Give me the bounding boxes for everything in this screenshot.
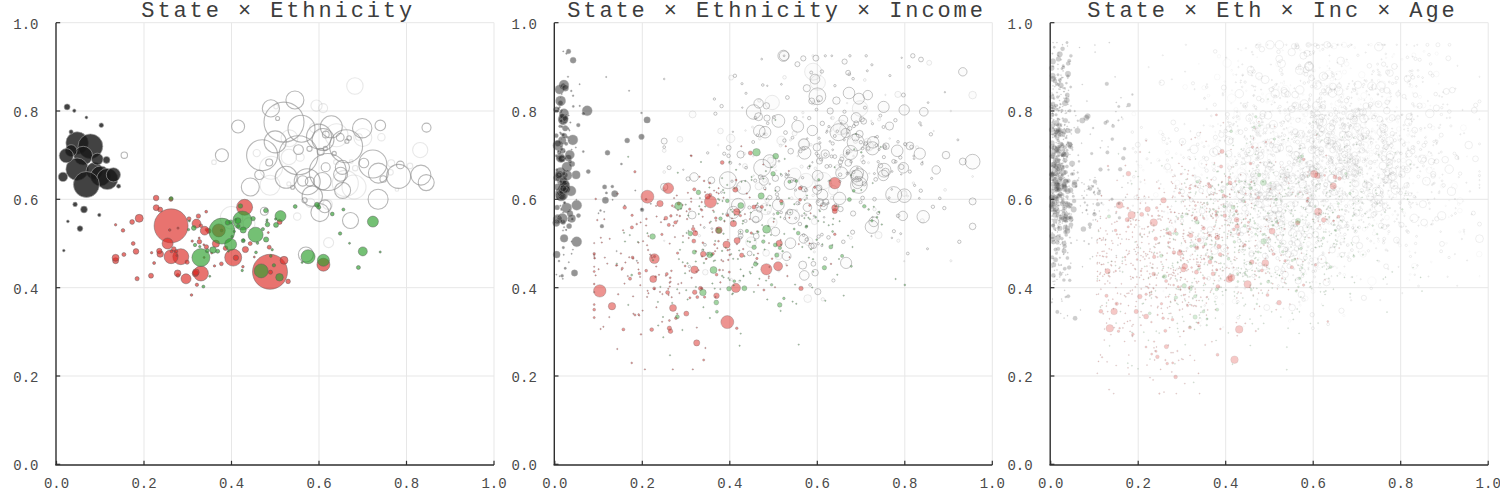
svg-text:0.6: 0.6 [805, 476, 830, 492]
svg-text:0.8: 0.8 [394, 476, 419, 492]
svg-text:1.0: 1.0 [13, 17, 38, 33]
svg-text:State × Ethnicity: State × Ethnicity [141, 0, 415, 24]
svg-text:0.2: 0.2 [131, 476, 156, 492]
svg-text:0.2: 0.2 [13, 370, 38, 386]
svg-text:0.2: 0.2 [1007, 370, 1032, 386]
svg-text:0.0: 0.0 [44, 476, 69, 492]
svg-text:1.0: 1.0 [980, 476, 1005, 492]
svg-text:1.0: 1.0 [481, 476, 506, 492]
svg-text:0.8: 0.8 [13, 105, 38, 121]
svg-text:0.0: 0.0 [512, 458, 537, 474]
svg-text:State × Eth × Inc × Age: State × Eth × Inc × Age [1087, 0, 1457, 24]
svg-text:0.8: 0.8 [512, 105, 537, 121]
svg-text:0.6: 0.6 [13, 193, 38, 209]
svg-text:State × Ethnicity × Income: State × Ethnicity × Income [567, 0, 986, 24]
svg-text:0.2: 0.2 [630, 476, 655, 492]
svg-text:0.2: 0.2 [512, 370, 537, 386]
svg-text:0.0: 0.0 [1038, 476, 1063, 492]
svg-text:0.6: 0.6 [512, 193, 537, 209]
svg-text:0.8: 0.8 [892, 476, 917, 492]
svg-text:0.6: 0.6 [1301, 476, 1326, 492]
svg-text:0.8: 0.8 [1007, 105, 1032, 121]
svg-text:1.0: 1.0 [1007, 17, 1032, 33]
svg-text:0.4: 0.4 [717, 476, 742, 492]
svg-text:0.6: 0.6 [306, 476, 331, 492]
svg-text:0.8: 0.8 [1388, 476, 1413, 492]
svg-text:0.0: 0.0 [1007, 458, 1032, 474]
svg-text:0.4: 0.4 [219, 476, 244, 492]
svg-text:1.0: 1.0 [1476, 476, 1500, 492]
svg-text:0.0: 0.0 [542, 476, 567, 492]
svg-text:0.0: 0.0 [13, 458, 38, 474]
svg-text:0.2: 0.2 [1126, 476, 1151, 492]
svg-text:0.4: 0.4 [1213, 476, 1238, 492]
svg-text:0.4: 0.4 [13, 282, 38, 298]
svg-text:1.0: 1.0 [512, 17, 537, 33]
svg-text:0.4: 0.4 [512, 282, 537, 298]
svg-text:0.4: 0.4 [1007, 282, 1032, 298]
svg-text:0.6: 0.6 [1007, 193, 1032, 209]
